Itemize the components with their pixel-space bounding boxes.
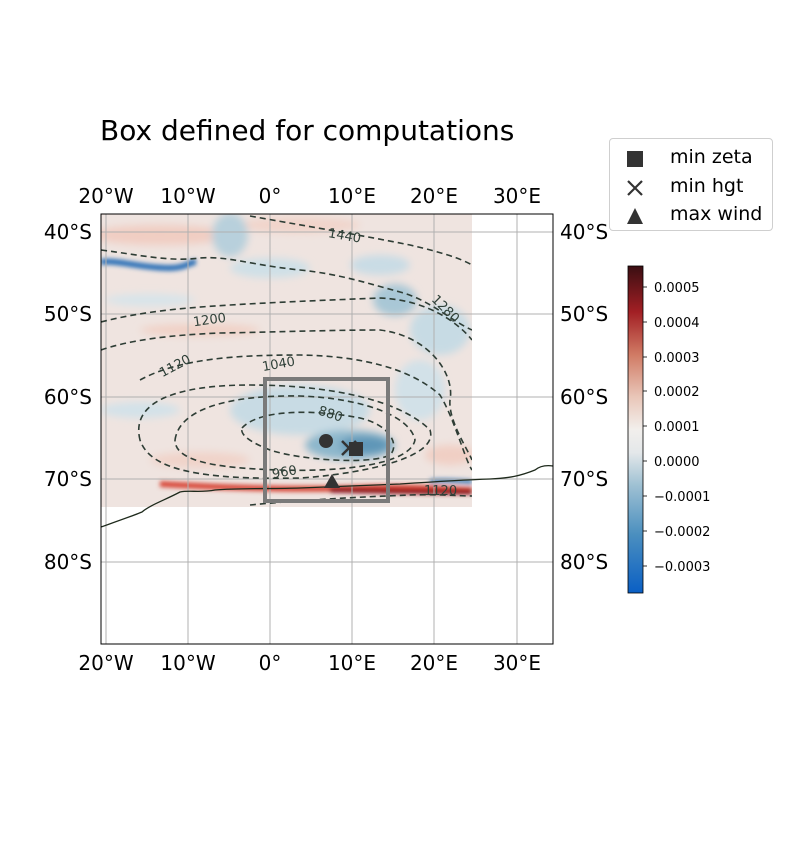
legend-item-max-wind: max wind [610, 202, 770, 228]
square-marker-icon [627, 151, 643, 167]
colorbar-tick-label: −0.0001 [654, 490, 710, 505]
x-marker-icon [627, 180, 643, 196]
height-contours [101, 215, 472, 506]
colorbar-tick-label: 0.0005 [654, 281, 700, 296]
lat-tick-label: 70°S [44, 467, 92, 491]
lon-tick-label: 20°E [410, 184, 458, 208]
contour-label-1040: 1040 [261, 354, 296, 375]
lat-ticks-right: 40°S 50°S 60°S 70°S 80°S [560, 220, 608, 574]
lon-ticks-top: 20°W 10°W 0° 10°E 20°E 30°E [78, 184, 541, 208]
lat-tick-label: 40°S [44, 220, 92, 244]
map-title: Box defined for computations [100, 114, 515, 147]
colorbar-tick-label: 0.0001 [654, 420, 700, 435]
lon-tick-label: 20°E [410, 651, 458, 675]
legend: min zeta min hgt max wind [609, 138, 773, 231]
colorbar-tick-label: 0.0003 [654, 351, 700, 366]
lon-tick-label: 20°W [78, 184, 133, 208]
lon-ticks-bottom: 20°W 10°W 0° 10°E 20°E 30°E [78, 651, 541, 675]
lat-tick-label: 60°S [560, 385, 608, 409]
lat-tick-label: 60°S [44, 385, 92, 409]
lon-tick-label: 10°W [160, 651, 215, 675]
map-frame [100, 213, 554, 645]
triangle-marker-icon [627, 208, 643, 224]
contour-label-1200: 1200 [192, 311, 227, 330]
lat-tick-label: 70°S [560, 467, 608, 491]
lon-tick-label: 0° [259, 184, 282, 208]
legend-item-min-hgt: min hgt [610, 174, 770, 200]
contour-label-1120-south: 1120 [424, 484, 457, 499]
legend-label: min hgt [670, 175, 744, 197]
lon-tick-label: 10°W [160, 184, 215, 208]
lon-tick-label: 30°E [493, 184, 541, 208]
lat-tick-label: 40°S [560, 220, 608, 244]
lon-tick-label: 0° [259, 651, 282, 675]
colorbar-tick-label: −0.0002 [654, 525, 710, 540]
legend-item-min-zeta: min zeta [610, 145, 770, 171]
contour-label-1440: 1440 [327, 226, 362, 247]
legend-label: min zeta [670, 146, 753, 168]
lat-ticks-left: 40°S 50°S 60°S 70°S 80°S [44, 220, 92, 574]
lon-tick-label: 20°W [78, 651, 133, 675]
gridlines [101, 214, 553, 644]
contour-label-880: 880 [316, 404, 344, 426]
colorbar-tick-label: 0.0002 [654, 385, 700, 400]
colorbar-labels: 0.0005 0.0004 0.0003 0.0002 0.0001 0.000… [654, 281, 710, 575]
contour-label-960: 960 [271, 463, 298, 482]
colorbar-tick-label: 0.0004 [654, 316, 700, 331]
colorbar [627, 265, 644, 594]
coastline [101, 464, 553, 528]
colorbar-tick-label: 0.0000 [654, 455, 700, 470]
computation-box [263, 377, 390, 503]
min-zeta-marker [349, 442, 363, 456]
legend-label: max wind [670, 203, 763, 225]
lat-tick-label: 80°S [44, 550, 92, 574]
max-wind-marker [324, 474, 340, 488]
lon-tick-label: 10°E [328, 651, 376, 675]
colorbar-tick-label: −0.0003 [654, 560, 710, 575]
lat-tick-label: 50°S [44, 302, 92, 326]
lat-tick-label: 50°S [560, 302, 608, 326]
lat-tick-label: 80°S [560, 550, 608, 574]
colorbar-ticks [643, 286, 647, 567]
lon-tick-label: 10°E [328, 184, 376, 208]
lon-tick-label: 30°E [493, 651, 541, 675]
circle-marker [319, 434, 333, 448]
